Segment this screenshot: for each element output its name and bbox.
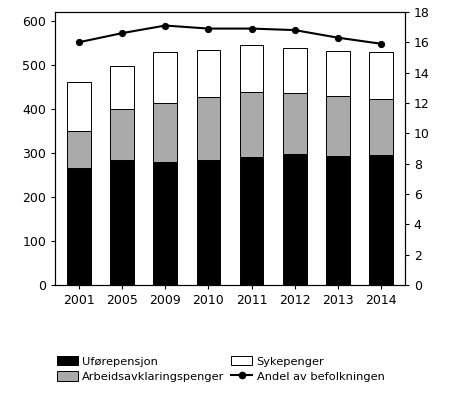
Bar [110,160,134,285]
Bar [239,45,263,92]
Bar [196,97,220,160]
Bar [67,168,90,285]
Bar [153,103,177,162]
Bar [239,92,263,157]
Bar [110,66,134,109]
Bar [67,82,90,131]
Bar [369,51,392,99]
Bar [282,154,306,285]
Bar [153,51,177,103]
Bar [369,155,392,285]
Bar [239,157,263,285]
Bar [196,50,220,97]
Bar [325,156,349,285]
Bar [196,160,220,285]
Bar [110,109,134,160]
Bar [153,162,177,285]
Bar [282,93,306,154]
Bar [325,95,349,156]
Bar [282,48,306,93]
Bar [325,51,349,95]
Legend: Uførepensjon, Arbeidsavklaringspenger, Sykepenger, Andel av befolkningen: Uførepensjon, Arbeidsavklaringspenger, S… [52,351,388,386]
Bar [67,131,90,168]
Bar [369,99,392,155]
